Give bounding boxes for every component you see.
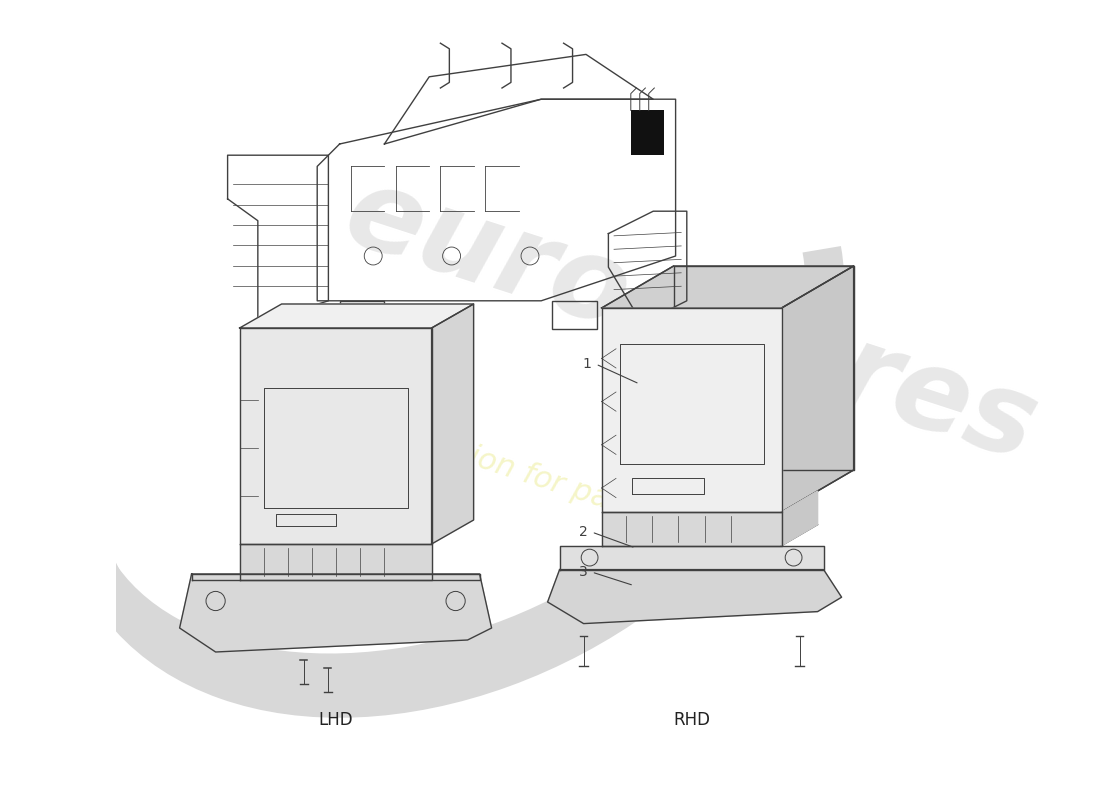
Bar <box>630 110 664 155</box>
Polygon shape <box>240 544 431 580</box>
Text: 1: 1 <box>583 357 592 371</box>
Polygon shape <box>560 546 824 570</box>
Polygon shape <box>240 328 431 544</box>
Bar <box>552 301 597 329</box>
Text: a passion for parts since 1985: a passion for parts since 1985 <box>372 411 820 581</box>
Polygon shape <box>548 570 842 624</box>
Bar <box>340 301 384 329</box>
Text: LHD: LHD <box>318 711 353 729</box>
Polygon shape <box>191 574 480 580</box>
Text: RHD: RHD <box>673 711 711 729</box>
Polygon shape <box>782 491 817 546</box>
Polygon shape <box>179 574 492 652</box>
Text: eurospares: eurospares <box>332 156 1052 484</box>
Polygon shape <box>431 304 474 544</box>
Polygon shape <box>602 512 782 546</box>
Text: 2: 2 <box>579 525 587 539</box>
Polygon shape <box>673 266 854 470</box>
Polygon shape <box>602 308 782 512</box>
Polygon shape <box>240 304 474 328</box>
Polygon shape <box>782 266 854 512</box>
Text: 3: 3 <box>579 565 587 579</box>
Polygon shape <box>602 266 854 308</box>
